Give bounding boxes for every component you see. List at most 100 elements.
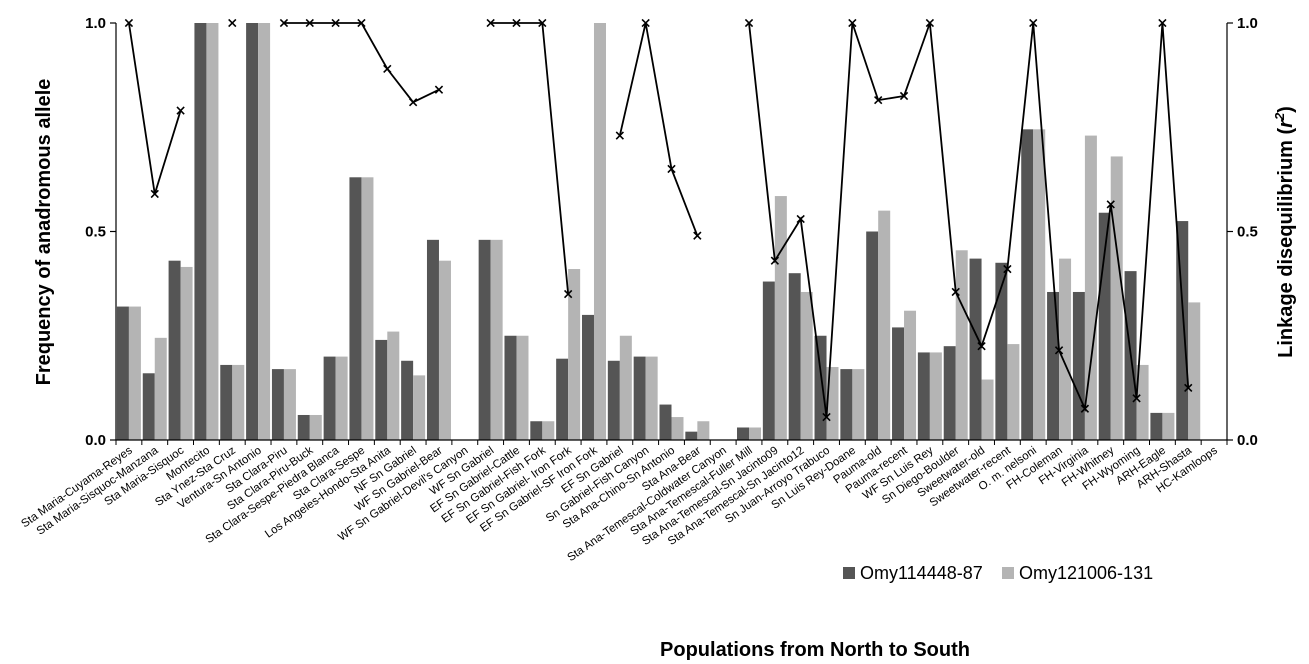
ld-marker-38 — [1106, 200, 1115, 209]
bar-series-2-19 — [619, 335, 632, 440]
y2-axis-title: Linkage disequilibrium (r2) — [1272, 106, 1297, 358]
y2-axis-title-var: r — [1275, 119, 1297, 128]
y2-axis-title-main: Linkage disequilibrium ( — [1275, 127, 1297, 357]
axes-layer: 0.0 0.5 1.0 0.0 0.5 1.0 — [85, 15, 1258, 449]
bar-series-1-1 — [142, 373, 155, 440]
ld-marker-25 — [770, 256, 780, 265]
legend-label-series-1: Omy114448-87 — [860, 563, 983, 583]
bar-series-1-36 — [1047, 291, 1060, 440]
bar-series-1-2 — [168, 260, 181, 440]
bar-series-2-31 — [929, 352, 942, 440]
bar-series-1-18 — [581, 314, 594, 440]
bar-series-2-10 — [387, 331, 400, 440]
bar-series-2-21 — [671, 417, 684, 440]
ld-marker-40 — [1158, 18, 1167, 28]
ld-marker-29 — [874, 95, 883, 105]
bar-series-2-0 — [128, 306, 141, 440]
ld-marker-11 — [408, 98, 418, 107]
legend-swatch-series-1 — [843, 567, 855, 579]
y-tick-label-1: 0.5 — [85, 224, 106, 241]
bar-series-1-5 — [246, 23, 259, 440]
ld-marker-30 — [899, 91, 909, 101]
ld-marker-16 — [538, 18, 547, 28]
bar-series-1-8 — [323, 356, 336, 440]
ld-marker-15 — [512, 18, 521, 28]
ld-line-segment-0 — [128, 22, 182, 195]
bar-series-1-9 — [349, 177, 362, 441]
bar-series-2-25 — [774, 196, 787, 440]
ld-marker-0 — [124, 18, 134, 28]
legend: Omy114448-87 Omy121006-131 — [843, 563, 1153, 583]
bar-series-2-39 — [1136, 364, 1149, 440]
bar-series-2-41 — [1188, 302, 1201, 440]
bar-series-2-8 — [335, 356, 348, 440]
bar-series-2-38 — [1110, 156, 1123, 440]
bar-series-2-22 — [697, 421, 710, 440]
bar-series-1-19 — [607, 360, 620, 440]
bar-series-1-21 — [659, 404, 672, 440]
category-label-1: Sta Maria-Sisquoc-Manzana — [35, 444, 161, 537]
bar-series-2-4 — [232, 364, 245, 440]
ld-marker-31 — [925, 18, 935, 28]
legend-label-series-2: Omy121006-131 — [1019, 563, 1153, 583]
bar-series-1-11 — [401, 360, 414, 440]
ld-marker-17 — [563, 289, 573, 299]
y2-axis-title-sup: 2 — [1272, 112, 1287, 121]
bar-series-1-29 — [866, 231, 879, 440]
ld-line-segment-1 — [283, 22, 440, 104]
ld-marker-20 — [641, 18, 650, 28]
ld-marker-34 — [1003, 264, 1012, 274]
bar-series-2-18 — [593, 23, 606, 440]
y-axis-title: Frequency of anadromous allele — [33, 79, 55, 386]
bar-series-1-32 — [943, 346, 956, 440]
bar-series-1-26 — [788, 273, 801, 440]
ld-marker-26 — [796, 214, 805, 224]
bar-series-2-3 — [206, 23, 219, 440]
bar-series-1-30 — [892, 327, 905, 440]
bar-series-1-3 — [194, 23, 207, 440]
bar-series-2-29 — [878, 210, 891, 440]
y2-tick-label-0: 0.0 — [1237, 432, 1258, 449]
ld-marker-19 — [615, 131, 624, 140]
y2-axis-title-end: ) — [1275, 106, 1297, 113]
bar-series-1-7 — [297, 414, 310, 440]
bar-series-2-6 — [283, 369, 296, 440]
bar-series-1-31 — [917, 352, 930, 440]
bar-series-1-12 — [426, 239, 439, 440]
ld-marker-2 — [176, 106, 185, 115]
ld-marker-39 — [1132, 394, 1141, 403]
bar-series-1-28 — [840, 369, 853, 440]
ld-line-segment-4 — [748, 22, 1190, 418]
ld-marker-12 — [434, 85, 444, 94]
ld-marker-28 — [848, 18, 857, 28]
ld-marker-22 — [693, 231, 702, 240]
bar-series-2-1 — [154, 337, 167, 440]
ld-marker-27 — [822, 412, 831, 422]
bar-series-1-17 — [556, 358, 569, 440]
bars-layer — [116, 23, 1201, 441]
bar-series-2-20 — [645, 356, 658, 440]
bar-series-2-40 — [1162, 412, 1175, 440]
y2-tick-label-1: 0.5 — [1237, 224, 1258, 241]
legend-swatch-series-2 — [1002, 567, 1014, 579]
bar-series-2-32 — [955, 250, 968, 440]
ld-line-segment-3 — [618, 22, 699, 236]
ld-marker-33 — [977, 342, 986, 351]
bar-series-1-0 — [116, 306, 129, 440]
bar-series-2-12 — [438, 260, 451, 440]
bar-series-2-24 — [749, 427, 762, 440]
ld-marker-21 — [667, 164, 676, 174]
bar-series-1-27 — [814, 335, 827, 440]
y2-tick-label-2: 1.0 — [1237, 15, 1258, 32]
bar-series-2-34 — [1007, 344, 1020, 440]
y-tick-label-0: 0.0 — [85, 432, 106, 449]
bar-series-2-33 — [981, 379, 994, 440]
x-axis-title: Populations from North to South — [660, 639, 970, 661]
bar-series-2-35 — [1033, 129, 1046, 440]
bar-series-2-17 — [568, 269, 581, 440]
bar-series-2-9 — [361, 177, 374, 441]
ld-marker-7 — [305, 18, 314, 28]
bar-series-2-7 — [309, 414, 322, 440]
